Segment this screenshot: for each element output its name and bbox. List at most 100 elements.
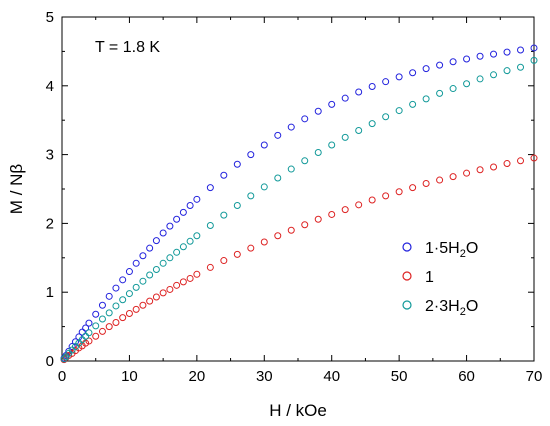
data-point [409,100,417,108]
y-axis-label: M / Nβ [7,164,26,215]
data-point [85,337,93,345]
data-point [159,259,167,267]
data-point [314,149,322,157]
x-tick-label: 50 [391,368,408,385]
data-point [436,176,444,184]
data-point [517,46,525,54]
legend-label: 2·3H2O [425,298,478,318]
data-point [247,244,255,252]
data-point [409,184,417,192]
data-point [152,265,160,273]
legend-label: 1·5H2O [425,240,478,260]
data-point [530,44,538,52]
data-point [368,196,376,204]
data-point [98,315,106,323]
data-point [449,85,457,93]
data-point [179,278,187,286]
data-point [301,157,309,165]
data-point [92,322,100,330]
data-point [139,301,147,309]
data-point [85,319,93,327]
data-point [186,274,194,282]
series-layer [60,44,538,364]
data-point [179,208,187,216]
data-point [233,202,241,210]
data-point [105,323,113,331]
legend-marker [402,242,412,252]
data-point [68,343,76,351]
data-point [247,151,255,159]
data-point [119,276,127,284]
data-point [422,179,430,187]
data-point [422,95,430,103]
data-point [301,115,309,123]
x-tick-label: 40 [323,368,340,385]
data-point [355,88,363,96]
data-point [328,100,336,108]
data-point [260,238,268,246]
data-point [132,305,140,313]
data-point [274,131,282,139]
data-point [193,232,201,240]
x-tick-label: 10 [121,368,138,385]
data-point [274,232,282,240]
data-point [503,160,511,168]
data-point [382,78,390,86]
y-tick-label: 0 [46,353,54,370]
data-point [146,244,154,252]
data-point [159,229,167,237]
data-point [449,58,457,66]
data-point [85,329,93,337]
data-point [146,271,154,279]
data-point [82,324,90,332]
data-point [247,192,255,200]
data-point [382,192,390,200]
data-point [92,310,100,318]
data-point [463,80,471,88]
x-tick-label: 0 [58,368,66,385]
data-point [166,285,174,293]
data-point [395,107,403,115]
temperature-annotation: T = 1.8 K [95,39,160,56]
data-point [328,141,336,149]
data-point [193,270,201,278]
data-point [314,107,322,115]
data-point [274,174,282,182]
data-point [314,215,322,223]
data-point [436,61,444,69]
data-point [517,157,525,165]
data-point [152,237,160,245]
data-point [125,290,133,298]
data-point [530,56,538,64]
x-tick-label: 20 [189,368,206,385]
data-point [287,123,295,131]
data-point [328,210,336,218]
data-point [436,89,444,97]
data-point [368,82,376,90]
data-point [449,173,457,181]
y-tick-label: 2 [46,215,54,232]
data-point [220,211,228,219]
data-point [119,296,127,304]
data-point [60,355,68,363]
data-point [206,263,214,271]
axis-ticks [61,16,535,362]
data-point [71,338,79,346]
data-point [125,268,133,276]
data-point [78,328,86,336]
data-point [173,215,181,223]
legend-label: 1 [425,269,434,286]
data-point [476,166,484,174]
series-2 [60,154,538,364]
y-tick-label: 4 [46,78,54,95]
data-point [233,160,241,168]
data-point [301,221,309,229]
y-tick-label: 1 [46,284,54,301]
data-point [132,259,140,267]
data-point [503,67,511,75]
data-point [173,248,181,256]
data-point [132,283,140,291]
data-point [395,73,403,81]
data-point [476,52,484,60]
